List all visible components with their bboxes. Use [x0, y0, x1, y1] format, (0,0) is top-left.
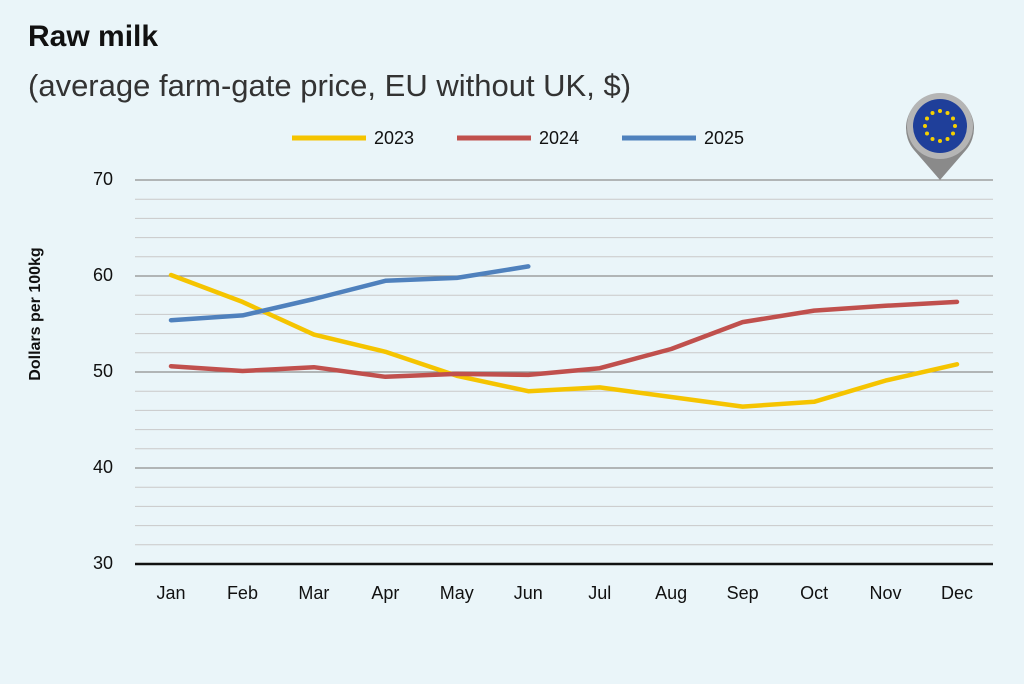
legend-label: 2024	[539, 128, 579, 148]
chart-title: Raw milk	[28, 20, 158, 53]
x-tick-label: Dec	[941, 583, 973, 603]
chart-subtitle: (average farm-gate price, EU without UK,…	[28, 68, 631, 103]
series-line	[168, 272, 960, 409]
series-line	[168, 299, 960, 380]
eu-pin-icon	[905, 93, 974, 180]
x-tick-label: May	[440, 583, 474, 603]
x-tick-label: Oct	[800, 583, 828, 603]
y-tick-label: 70	[93, 169, 113, 189]
y-axis-label: Dollars per 100kg	[27, 247, 44, 380]
legend-label: 2025	[704, 128, 744, 148]
x-tick-label: Apr	[371, 583, 399, 603]
y-tick-label: 60	[93, 265, 113, 285]
y-tick-label: 50	[93, 361, 113, 381]
x-tick-label: Feb	[227, 583, 258, 603]
x-tick-label: Aug	[655, 583, 687, 603]
series-line	[168, 264, 531, 323]
x-tick-label: Jan	[156, 583, 185, 603]
y-tick-label: 40	[93, 457, 113, 477]
x-tick-label: Jul	[588, 583, 611, 603]
legend-label: 2023	[374, 128, 414, 148]
x-tick-label: Jun	[514, 583, 543, 603]
x-tick-label: Mar	[298, 583, 329, 603]
x-tick-label: Nov	[870, 583, 902, 603]
y-tick-label: 30	[93, 553, 113, 573]
x-tick-label: Sep	[727, 583, 759, 603]
